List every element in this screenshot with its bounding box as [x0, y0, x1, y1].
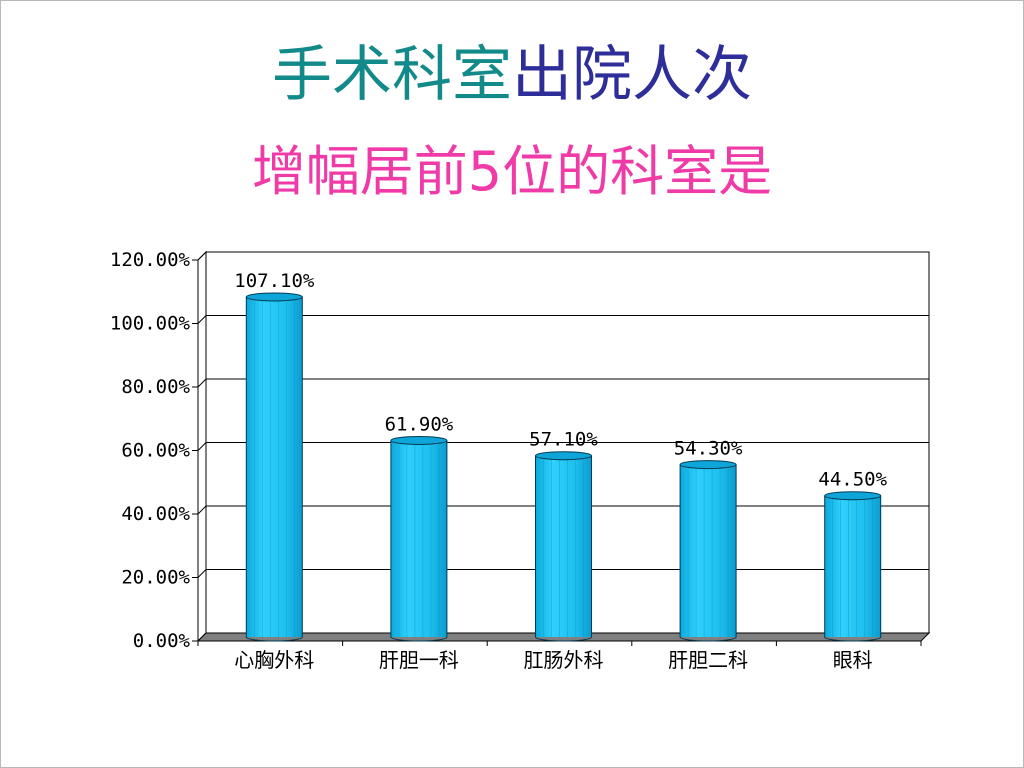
bar-bottom-arc: [245, 636, 303, 642]
title-part-surgical-departments: 手术科室: [272, 40, 512, 110]
category-label: 肝胆一科: [379, 648, 459, 672]
y-tick-label: 20.00%: [121, 567, 190, 589]
data-label: 57.10%: [529, 429, 598, 451]
bar-bottom-arc: [390, 636, 448, 642]
bar: [824, 491, 882, 642]
data-label: 61.90%: [385, 413, 454, 435]
gridline-depth: [197, 442, 207, 451]
bar-top: [390, 435, 448, 445]
bar-top: [824, 491, 882, 501]
data-label: 44.50%: [818, 469, 887, 491]
gridline-depth: [197, 315, 207, 324]
bar: [535, 451, 592, 642]
bar-body: [824, 495, 881, 637]
y-tick-label: 100.00%: [110, 313, 191, 335]
data-label: 107.10%: [234, 270, 315, 292]
category-label: 心胸外科: [234, 648, 314, 672]
bar-top: [535, 451, 592, 461]
title-line-2: 增幅居前5位的科室是: [251, 140, 773, 203]
y-tick-label: 120.00%: [110, 249, 191, 271]
category-label: 肛肠外科: [524, 648, 604, 672]
category-label: 眼科: [833, 648, 873, 672]
bar-body: [680, 464, 737, 637]
bar-bottom-arc: [679, 636, 737, 642]
bar: [245, 292, 303, 642]
title-line-1: 手术科室出院人次: [1, 37, 1023, 113]
category-label: 肝胆二科: [668, 648, 748, 672]
gridline-depth: [197, 505, 207, 515]
bar-top: [245, 292, 303, 302]
y-tick-label: 60.00%: [121, 440, 190, 462]
bar: [390, 435, 448, 642]
y-tick-label: 80.00%: [121, 376, 190, 398]
data-label: 54.30%: [674, 438, 743, 460]
y-tick-label: 40.00%: [121, 503, 190, 525]
bar-body: [535, 455, 592, 637]
y-tick-label: 0.00%: [133, 630, 191, 652]
gridline-depth: [197, 251, 207, 261]
bar-bottom-arc: [824, 636, 882, 642]
bar-top: [679, 460, 737, 470]
bar: [679, 460, 737, 642]
bar-body: [390, 440, 447, 637]
gridline-depth: [197, 569, 207, 578]
bar-body: [246, 296, 303, 637]
title-part-discharges: 出院人次: [512, 40, 752, 110]
gridline-depth: [197, 378, 207, 388]
bar-bottom-arc: [535, 636, 592, 642]
